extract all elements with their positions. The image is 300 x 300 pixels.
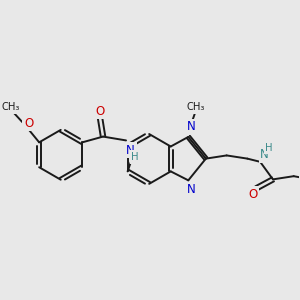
Text: CH₃: CH₃ <box>187 102 205 112</box>
Text: N: N <box>187 183 195 196</box>
Text: N: N <box>187 120 195 133</box>
Text: N: N <box>260 148 269 161</box>
Text: H: H <box>265 143 273 153</box>
Text: CH₃: CH₃ <box>1 102 20 112</box>
Text: O: O <box>248 188 258 201</box>
Text: O: O <box>95 104 104 118</box>
Text: H: H <box>131 152 139 162</box>
Text: O: O <box>24 117 33 130</box>
Text: N: N <box>126 143 135 157</box>
